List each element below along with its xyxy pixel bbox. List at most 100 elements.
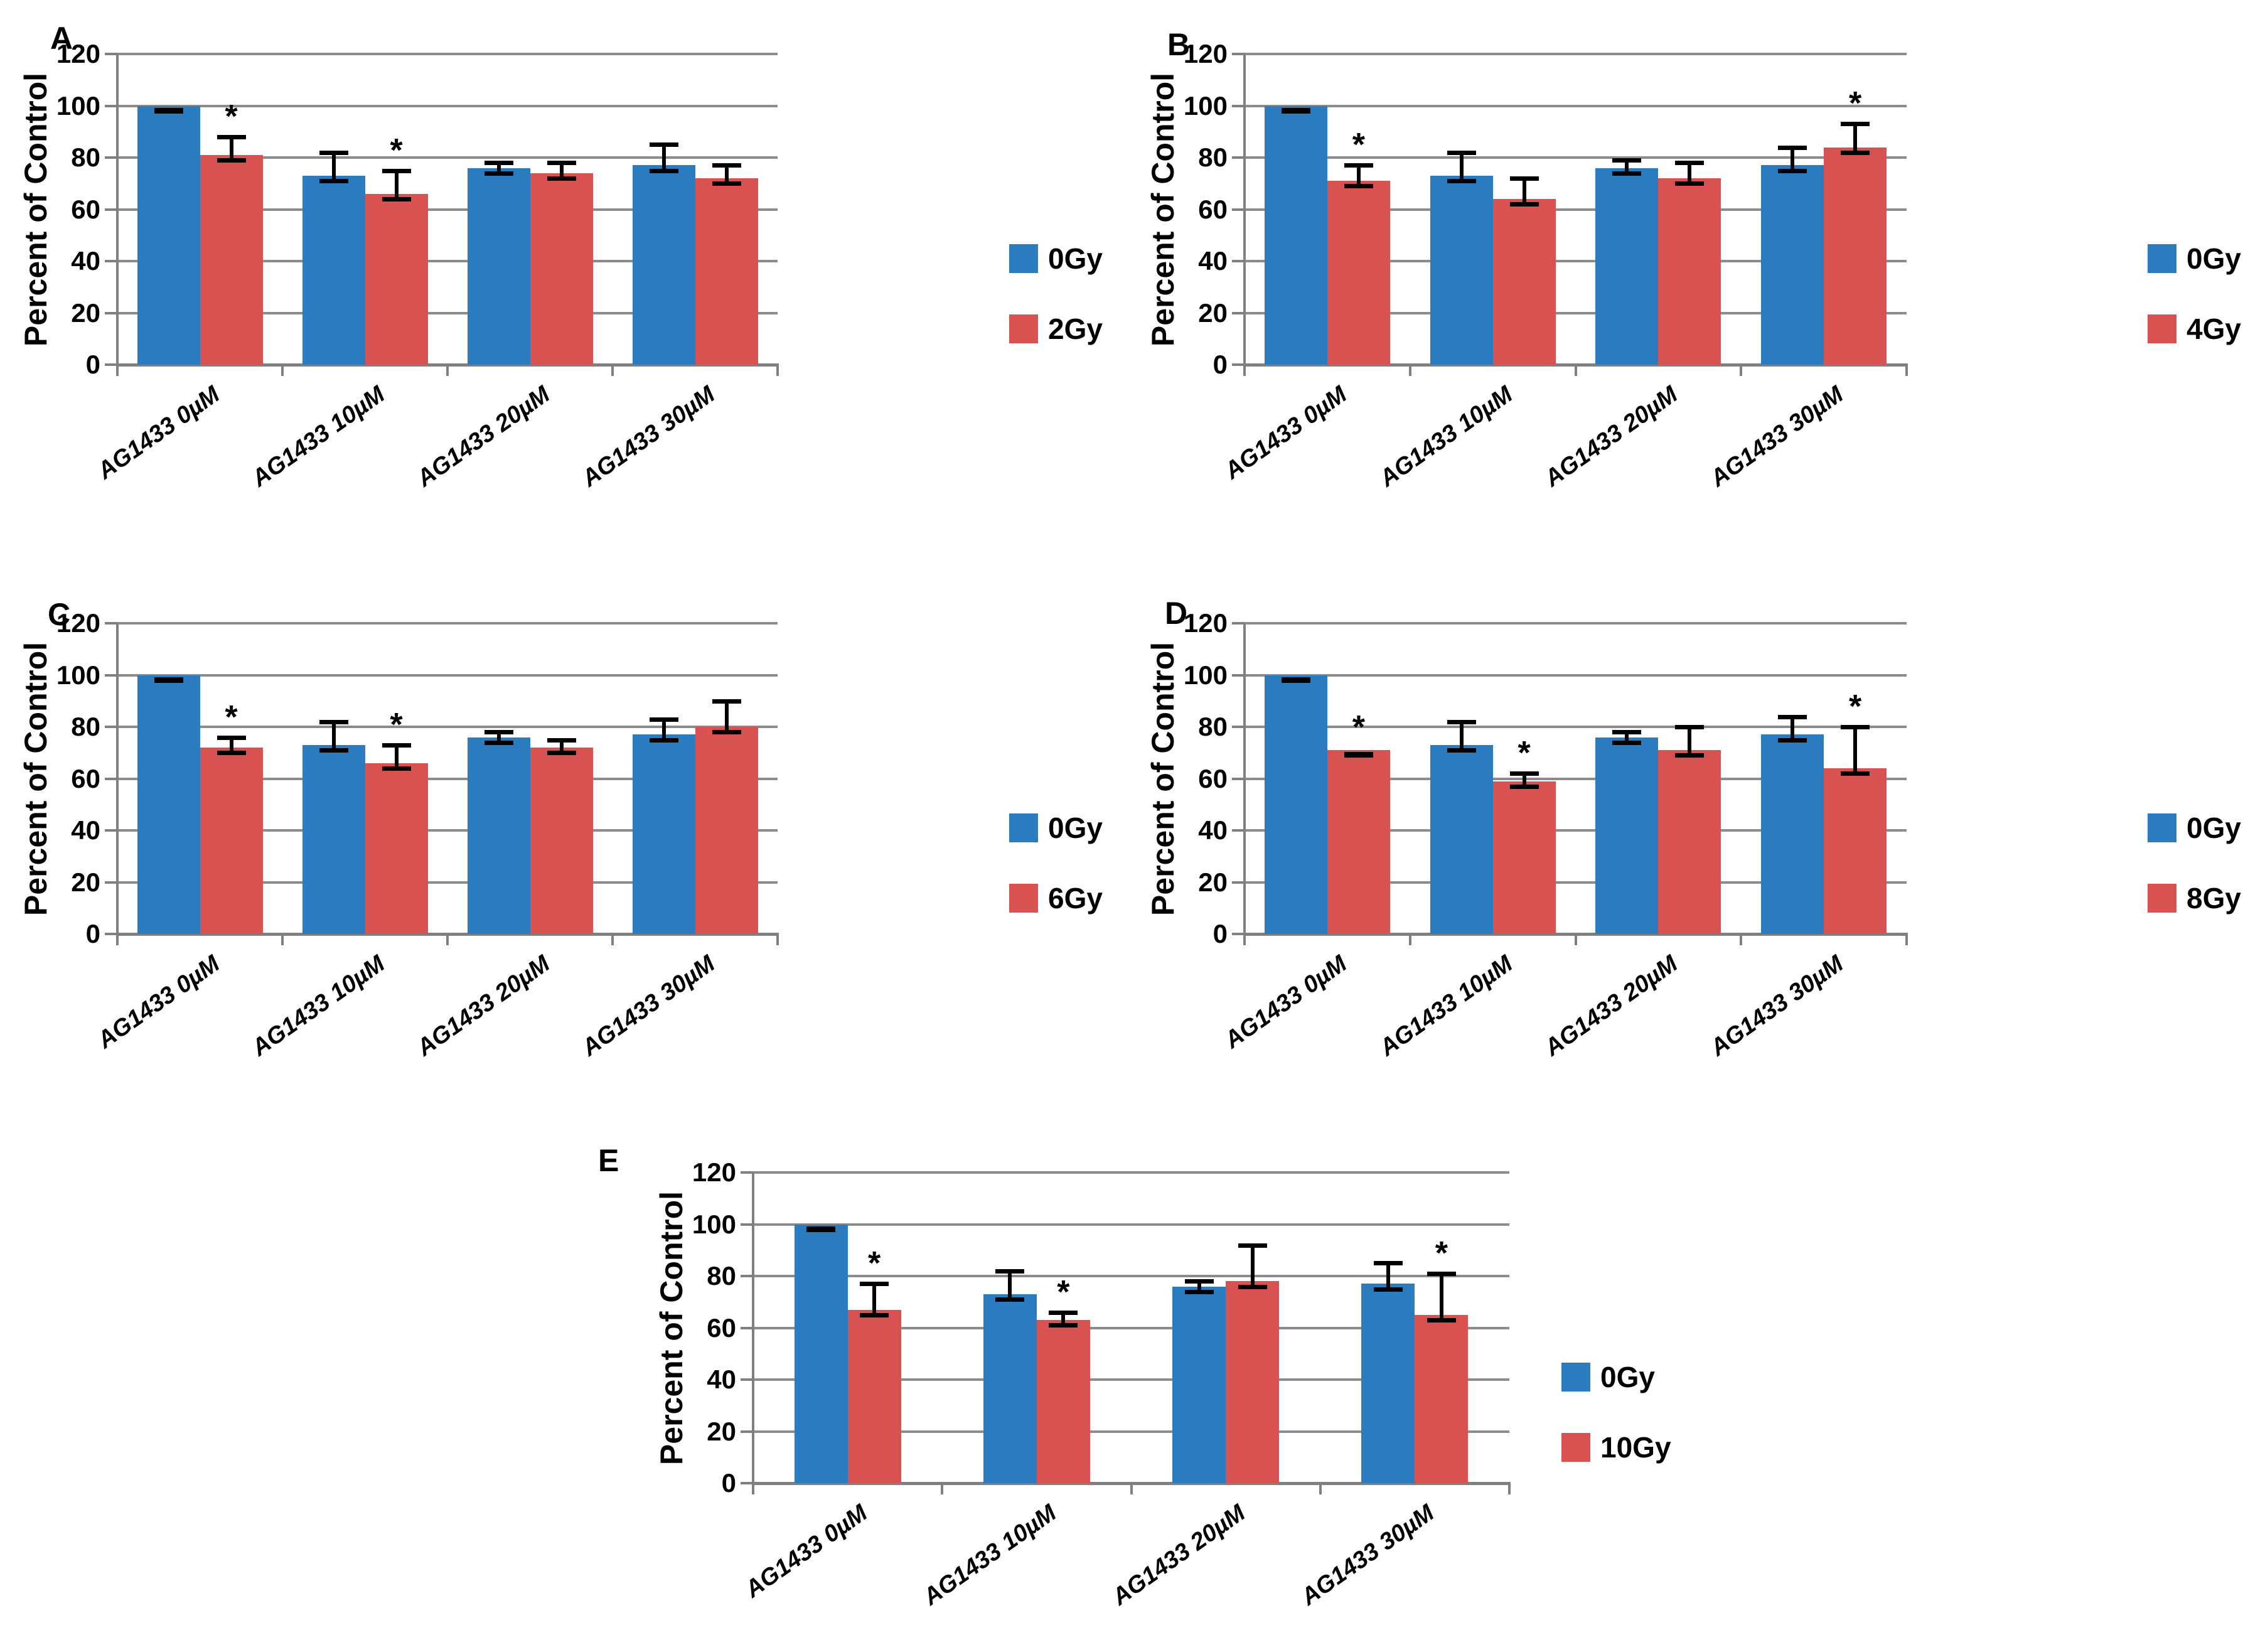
error-bar (1625, 732, 1629, 743)
gridline (1245, 311, 1907, 314)
y-tick-label: 80 (71, 142, 100, 172)
legend-label-10gy: 10Gy (1600, 1431, 1671, 1464)
error-bar-cap-bottom (1778, 738, 1807, 743)
y-tick-label: 120 (1183, 39, 1228, 68)
y-axis-tick (105, 363, 117, 366)
x-category-label: AG1433 20µM (412, 381, 555, 492)
error-bar-cap-top (1427, 1271, 1456, 1276)
error-bar-cap-bottom (547, 751, 576, 756)
error-bar (1625, 160, 1629, 173)
x-category-label: AG1433 10µM (1374, 950, 1518, 1061)
y-axis-tick (105, 53, 117, 55)
y-axis-tick (105, 260, 117, 262)
error-bar-cap-bottom (1238, 1284, 1267, 1289)
bar-8gy-4 (1824, 768, 1887, 934)
legend-label-4gy: 4Gy (2187, 313, 2241, 345)
error-bar-cap-bottom (1841, 771, 1870, 776)
y-tick-label: 40 (1198, 246, 1228, 276)
x-axis-tick (446, 365, 449, 376)
y-axis-tick (105, 104, 117, 107)
x-axis-tick (1408, 934, 1411, 945)
legend-label-0gy: 0Gy (1048, 812, 1103, 844)
bar-4gy-4 (1824, 147, 1887, 365)
error-bar-cap-top (1447, 150, 1476, 155)
error-bar-cap-top (1373, 1261, 1403, 1266)
bar-2gy-1 (200, 154, 263, 365)
y-axis-tick (1232, 726, 1245, 728)
y-tick-label: 20 (71, 867, 100, 897)
bar-2gy-4 (695, 178, 758, 365)
significance-asterisk: * (390, 132, 403, 169)
panel-letter-D: D (1165, 596, 1188, 631)
error-bar (1008, 1270, 1012, 1300)
error-bar (1061, 1312, 1066, 1326)
significance-asterisk: * (1435, 1235, 1448, 1272)
y-axis-tick (1232, 363, 1245, 366)
bar-0gy-3 (467, 737, 530, 934)
y-tick-label: 100 (56, 660, 100, 690)
gridline (1245, 777, 1907, 780)
x-category-label: AG1433 30µM (1705, 381, 1849, 492)
legend-label-8gy: 8Gy (2187, 882, 2241, 914)
x-axis-tick (752, 1483, 754, 1494)
x-category-label: AG1433 20µM (1540, 381, 1683, 492)
gridline (1245, 156, 1907, 159)
bar-0gy-4 (1761, 734, 1824, 934)
x-axis-tick (1508, 1483, 1511, 1494)
error-bar-cap-bottom (217, 751, 246, 756)
y-axis-tick (741, 1378, 753, 1381)
y-tick-label: 100 (1183, 90, 1228, 121)
gridline (117, 208, 778, 211)
error-bar-cap (806, 1226, 836, 1232)
error-bar (1853, 124, 1858, 153)
gridline (117, 53, 778, 55)
x-category-label: AG1433 10µM (918, 1499, 1061, 1611)
bar-0gy-1 (137, 105, 200, 365)
x-axis-tick (776, 934, 779, 945)
x-category-label: AG1433 0µM (92, 381, 225, 485)
y-axis-tick (741, 1171, 753, 1174)
error-bar-cap (1281, 107, 1310, 114)
error-bar (1439, 1273, 1443, 1321)
y-axis-tick (1232, 777, 1245, 780)
significance-asterisk: * (1352, 709, 1365, 746)
y-axis-tick (741, 1223, 753, 1226)
y-axis-tick (1232, 260, 1245, 262)
y-tick-label: 0 (1213, 350, 1228, 379)
legend-swatch-0gy (1009, 813, 1038, 842)
gridline (1245, 829, 1907, 832)
panel-letter-A: A (50, 21, 73, 56)
error-bar (559, 163, 564, 178)
x-axis-tick (1905, 365, 1908, 376)
error-bar-cap-bottom (649, 738, 678, 743)
bar-0gy-3 (467, 168, 530, 365)
error-bar (1459, 152, 1464, 181)
x-category-label: AG1433 0µM (740, 1499, 872, 1603)
gridline (1245, 53, 1907, 55)
error-bar-cap-top (382, 743, 411, 748)
error-bar-cap (154, 677, 183, 683)
error-bar (661, 719, 666, 740)
error-bar-cap-bottom (319, 748, 348, 753)
y-tick-label: 40 (1198, 815, 1228, 845)
y-tick-label: 0 (721, 1468, 736, 1498)
gridline (117, 311, 778, 314)
gridline (753, 1378, 1509, 1381)
error-bar-cap-top (649, 142, 678, 148)
x-axis-tick (116, 934, 119, 945)
error-bar-cap-bottom (484, 740, 513, 745)
legend-swatch-0gy (1561, 1363, 1590, 1392)
y-tick-label: 120 (56, 39, 100, 68)
error-bar-cap-bottom (484, 171, 513, 176)
gridline (117, 829, 778, 832)
error-bar-cap-bottom (547, 176, 576, 181)
significance-asterisk: * (1518, 735, 1531, 772)
error-bar (1791, 716, 1795, 740)
y-tick-label: 20 (1198, 867, 1228, 897)
error-bar (559, 739, 564, 753)
y-axis-tick (1232, 53, 1245, 55)
y-axis-line (116, 54, 119, 366)
bar-10gy-1 (847, 1309, 901, 1483)
error-bar-cap-top (484, 161, 513, 166)
